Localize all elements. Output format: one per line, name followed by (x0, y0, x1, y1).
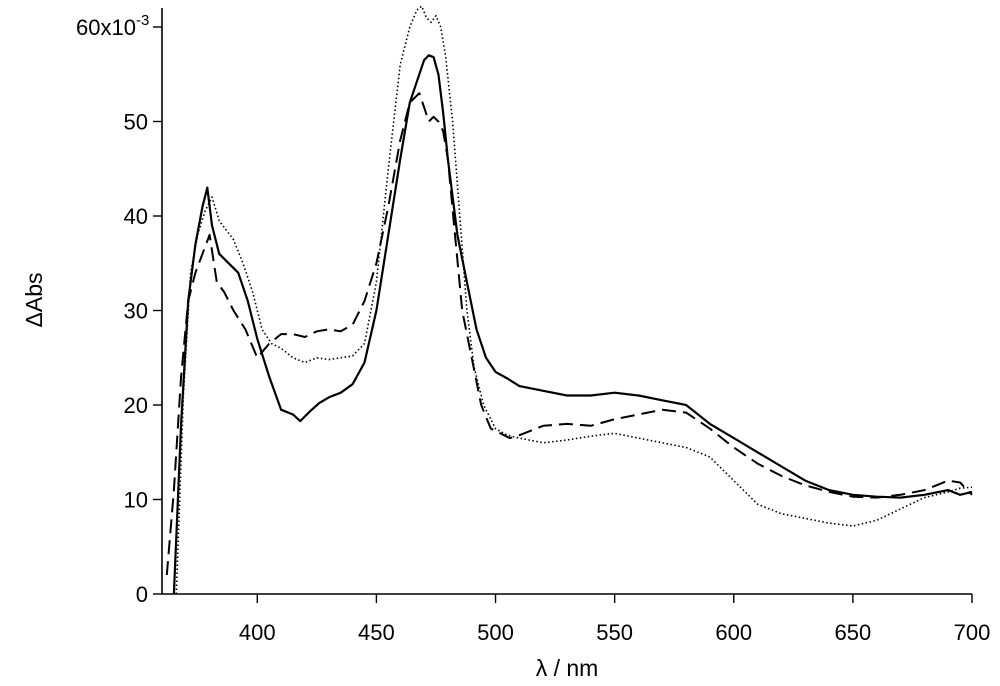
series-line-dotted (175, 5, 973, 595)
plot-area (165, 5, 973, 595)
x-axis-label: λ / nm (536, 655, 599, 681)
x-axis-ticks: 400 450 500 550 600 650 700 (239, 594, 990, 645)
y-tick-label: 60x10 (76, 15, 136, 40)
y-tick-label: 10 (124, 488, 148, 513)
x-tick-label: 700 (954, 620, 991, 645)
series-line-solid (172, 54, 973, 595)
y-tick-label: 0 (136, 582, 148, 607)
x-tick-label: 650 (835, 620, 872, 645)
x-tick-label: 450 (358, 620, 395, 645)
y-tick-exponent: -3 (136, 12, 149, 29)
series-line-dashed (165, 92, 973, 576)
y-tick-label: 30 (124, 299, 148, 324)
y-tick-label: 20 (124, 393, 148, 418)
y-axis-label: ΔAbs (21, 273, 47, 328)
y-tick-label: 50 (124, 110, 148, 135)
x-tick-label: 600 (715, 620, 752, 645)
x-tick-label: 500 (477, 620, 514, 645)
y-axis-ticks: 0 10 20 30 40 50 60x10 -3 (76, 12, 162, 607)
x-tick-label: 550 (596, 620, 633, 645)
y-tick-label: 40 (124, 204, 148, 229)
x-tick-label: 400 (239, 620, 276, 645)
